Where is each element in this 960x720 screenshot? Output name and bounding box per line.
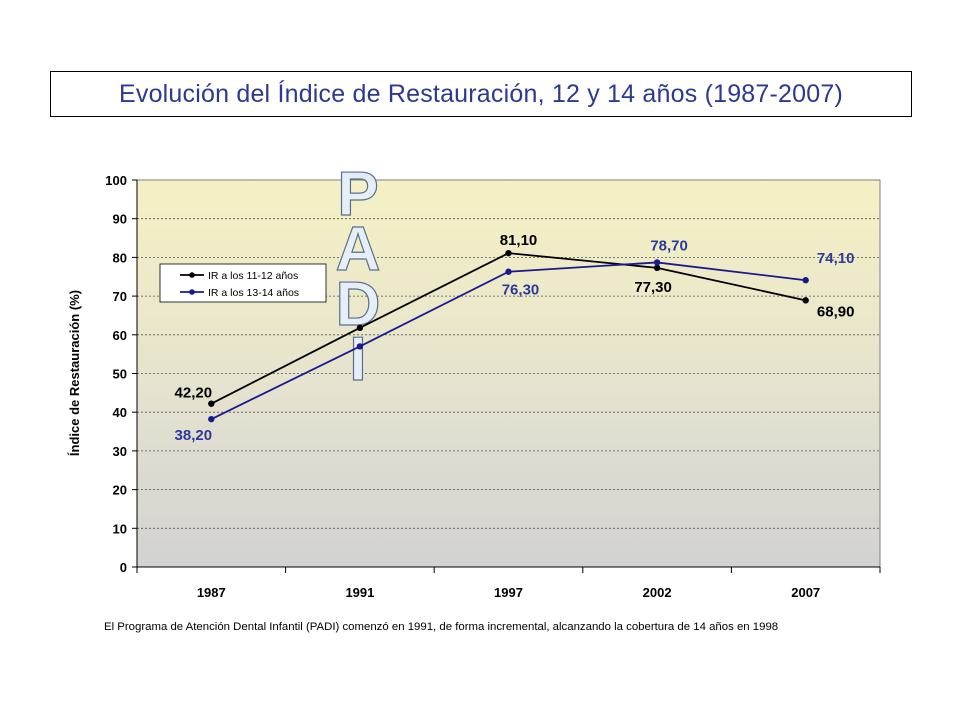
data-point [505, 249, 512, 257]
legend-label: IR a los 13-14 años [208, 287, 299, 299]
legend-marker [189, 272, 195, 278]
x-tick-label: 2002 [643, 585, 672, 600]
y-tick-label: 30 [113, 444, 127, 459]
y-tick-label: 20 [113, 483, 127, 498]
data-label: 76,30 [502, 282, 540, 299]
legend-marker [189, 289, 195, 295]
data-point [356, 324, 364, 332]
x-tick-label: 1997 [494, 585, 523, 600]
data-label: 77,30 [634, 279, 672, 296]
footnote: El Programa de Atención Dental Infantil … [104, 621, 779, 633]
y-tick-label: 10 [113, 521, 127, 536]
data-point [653, 259, 661, 266]
y-tick-label: 90 [113, 212, 127, 227]
y-axis-label: Índice de Restauración (%) [67, 290, 82, 456]
data-point [505, 268, 512, 275]
y-tick-label: 80 [113, 250, 127, 265]
data-label: 42,20 [175, 385, 213, 402]
data-label: 74,10 [817, 250, 855, 267]
y-tick-label: 100 [105, 173, 127, 188]
data-point [208, 400, 215, 407]
legend: IR a los 11-12 años IR a los 13-14 años [159, 263, 327, 303]
data-label: 38,20 [175, 427, 213, 444]
plot-area [136, 179, 881, 568]
data-labels: 42,20 81,10 77,30 68,90 38,20 76,30 78,70 74,10 [175, 232, 855, 444]
axes: 0 10 20 30 40 50 60 70 80 90 100 1987 1991 1997 2002 20… [105, 173, 881, 600]
y-tick-label: 40 [113, 405, 127, 420]
legend-box [159, 263, 327, 303]
x-tick-label: 1987 [197, 585, 226, 600]
series [208, 249, 809, 423]
y-tick-label: 0 [120, 560, 127, 575]
padi-overlay-text: PADI [324, 160, 393, 380]
data-point [208, 415, 215, 423]
data-point [802, 277, 809, 284]
data-point [802, 297, 809, 304]
y-tick-label: 50 [113, 367, 127, 382]
data-point [356, 343, 364, 350]
legend-label: IR a los 11-12 años [208, 270, 298, 282]
data-label: 81,10 [500, 232, 538, 249]
x-tick-label: 2007 [791, 585, 820, 600]
x-tick-label: 1991 [345, 585, 374, 600]
data-label: 78,70 [650, 237, 688, 254]
data-label: 68,90 [817, 303, 855, 320]
y-tick-label: 70 [113, 289, 127, 304]
data-point [653, 264, 661, 272]
y-tick-label: 60 [113, 328, 127, 343]
chart-title: Evolución del Índice de Restauración, 12… [50, 71, 912, 117]
